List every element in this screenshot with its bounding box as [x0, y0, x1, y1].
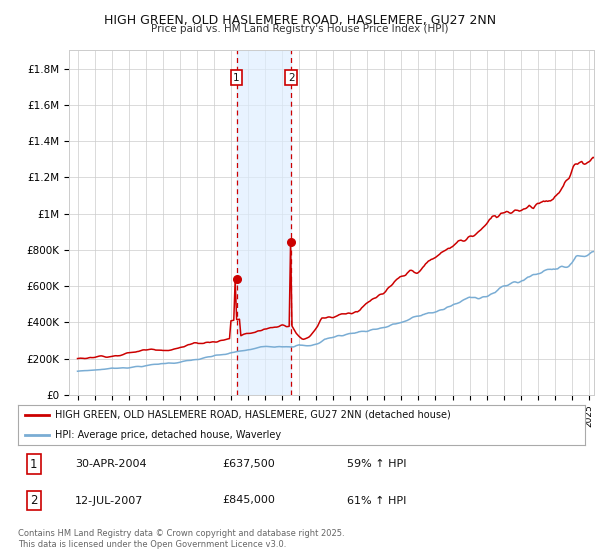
Text: HIGH GREEN, OLD HASLEMERE ROAD, HASLEMERE, GU27 2NN (detached house): HIGH GREEN, OLD HASLEMERE ROAD, HASLEMER… — [55, 409, 451, 419]
Text: 2: 2 — [30, 494, 38, 507]
Bar — [236, 50, 291, 395]
Text: 59% ↑ HPI: 59% ↑ HPI — [347, 459, 406, 469]
Text: Contains HM Land Registry data © Crown copyright and database right 2025.
This d: Contains HM Land Registry data © Crown c… — [18, 529, 344, 549]
Text: 61% ↑ HPI: 61% ↑ HPI — [347, 496, 406, 506]
Text: 30-APR-2004: 30-APR-2004 — [75, 459, 146, 469]
Text: £845,000: £845,000 — [222, 496, 275, 506]
Text: HPI: Average price, detached house, Waverley: HPI: Average price, detached house, Wave… — [55, 430, 281, 440]
Text: Price paid vs. HM Land Registry's House Price Index (HPI): Price paid vs. HM Land Registry's House … — [151, 24, 449, 34]
Text: £637,500: £637,500 — [222, 459, 275, 469]
Text: HIGH GREEN, OLD HASLEMERE ROAD, HASLEMERE, GU27 2NN: HIGH GREEN, OLD HASLEMERE ROAD, HASLEMER… — [104, 14, 496, 27]
Text: 1: 1 — [233, 73, 240, 82]
Text: 2: 2 — [288, 73, 295, 82]
Text: 1: 1 — [30, 458, 38, 470]
Text: 12-JUL-2007: 12-JUL-2007 — [75, 496, 143, 506]
